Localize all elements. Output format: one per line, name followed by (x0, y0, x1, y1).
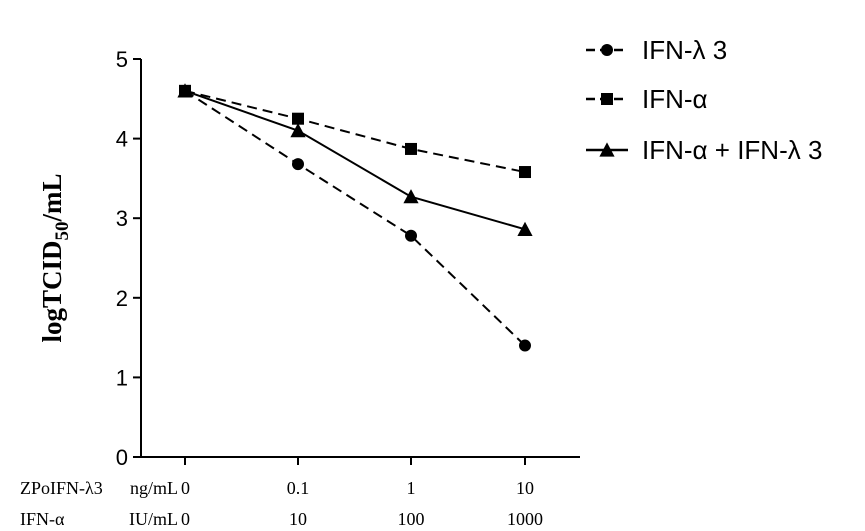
point-triangle (290, 123, 306, 138)
point-triangle (517, 221, 533, 236)
y-tick-label: 0 (116, 445, 128, 470)
x-row-label: IFN-α (20, 509, 65, 529)
point-square (601, 93, 613, 105)
x-category-label: 0.1 (287, 478, 310, 498)
point-triangle (177, 83, 193, 98)
legend: IFN-λ 3 IFN-α IFN-α + IFN-λ 3 (586, 35, 822, 165)
x-ticks (184, 457, 526, 465)
x-category-label: 0 (181, 509, 190, 529)
x-category-label: 10 (289, 509, 307, 529)
y-tick-label: 1 (116, 365, 128, 390)
x-category-label: 100 (398, 509, 425, 529)
legend-label: IFN-α (642, 84, 708, 114)
series-3 (177, 83, 533, 236)
x-category-rows: ZPoIFN-λ3 ng/mL 0 0.1 1 10 IFN-α IU/mL 0 10 100 100… (20, 478, 543, 529)
point-square (292, 112, 304, 125)
point-circle (405, 229, 417, 242)
x-category-label: 1 (407, 478, 416, 498)
x-row-unit: IU/mL (129, 509, 178, 529)
y-ticks: 0 1 2 3 4 5 (116, 47, 141, 470)
point-triangle (599, 142, 615, 157)
series-1 (179, 84, 531, 352)
y-axis-label: logTCID50/mL (37, 173, 73, 342)
series-line (184, 90, 526, 347)
point-circle (519, 339, 531, 352)
point-square (405, 142, 417, 155)
x-category-label: 1000 (507, 509, 543, 529)
y-tick-label: 4 (116, 127, 128, 152)
y-tick-label: 5 (116, 47, 128, 72)
point-triangle (403, 189, 419, 204)
y-tick-label: 2 (116, 286, 128, 311)
axes (140, 59, 580, 458)
x-row-label: ZPoIFN-λ3 (20, 478, 103, 498)
legend-label: IFN-α + IFN-λ 3 (642, 135, 822, 165)
x-category-label: 0 (181, 478, 190, 498)
series-layer (177, 83, 533, 352)
y-tick-label: 3 (116, 206, 128, 231)
legend-label: IFN-λ 3 (642, 35, 727, 65)
x-row-unit: ng/mL (130, 478, 178, 498)
x-category-label: 10 (516, 478, 534, 498)
point-square (519, 166, 531, 179)
series-line (184, 89, 526, 174)
point-circle (292, 158, 304, 171)
series-line (184, 89, 526, 231)
point-circle (601, 44, 613, 56)
